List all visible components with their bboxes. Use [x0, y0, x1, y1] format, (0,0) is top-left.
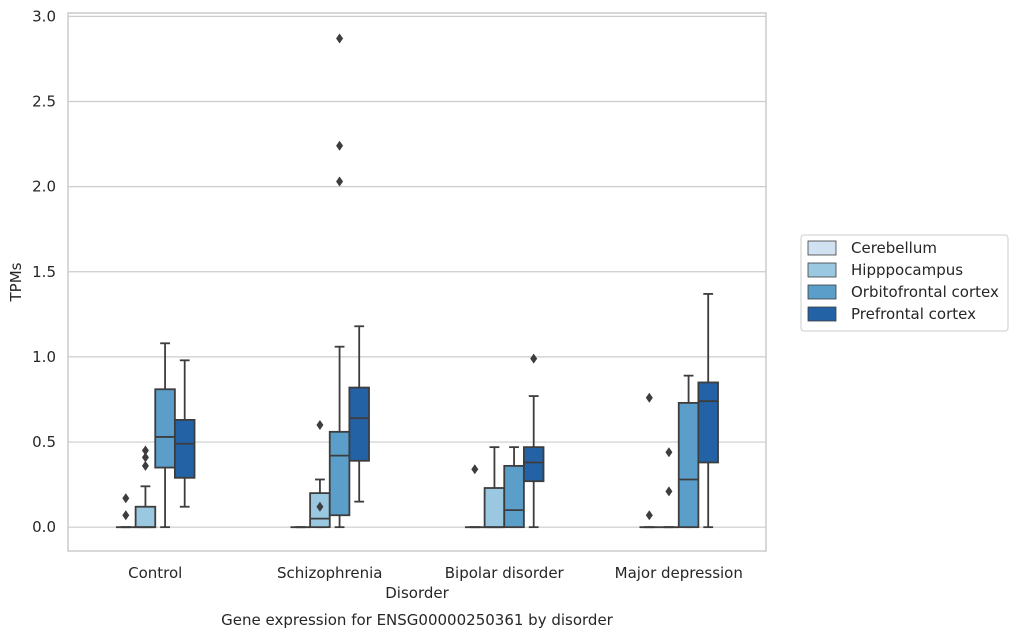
box-hipppocampus — [309, 420, 331, 529]
outlier-point — [336, 176, 344, 187]
box-cerebellum — [115, 493, 136, 529]
x-tick-label: Control — [128, 564, 182, 582]
y-axis-title: TPMs — [7, 262, 25, 302]
box-iqr — [348, 386, 370, 462]
legend-label: Orbitofrontal cortex — [851, 283, 999, 301]
box-orbitofrontal-cortex — [328, 33, 351, 529]
x-tick-label: Schizophrenia — [277, 564, 382, 582]
outlier-point — [141, 452, 149, 463]
legend-swatch — [807, 240, 837, 256]
box-cerebellum — [464, 464, 485, 529]
outlier-point — [471, 464, 479, 475]
box-hipppocampus — [659, 447, 679, 529]
box-prefrontal-cortex — [173, 359, 196, 508]
box-iqr — [154, 388, 176, 469]
legend-frame — [800, 234, 1009, 332]
legend-label: Cerebellum — [851, 239, 937, 257]
box-iqr — [503, 464, 525, 529]
box-iqr — [483, 487, 506, 529]
x-axis-ticks: Control Schizophrenia Bipolar disorder Majo… — [128, 564, 743, 582]
outlier-point — [645, 392, 653, 403]
legend-swatch — [807, 262, 837, 278]
chart-caption: Gene expression for ENSG00000250361 by d… — [221, 611, 614, 629]
legend-swatch — [807, 306, 837, 322]
outlier-point — [530, 353, 538, 364]
outlier-point — [336, 33, 344, 44]
legend-swatch — [807, 284, 837, 300]
box-iqr — [522, 446, 545, 483]
legend-label: Prefrontal cortex — [851, 305, 976, 323]
box-cerebellum — [639, 392, 660, 529]
outlier-point — [316, 501, 324, 512]
y-tick-label: 2.5 — [32, 93, 56, 111]
y-tick-label: 1.5 — [32, 263, 56, 281]
box-hipppocampus — [483, 446, 506, 529]
y-tick-label: 3.0 — [32, 7, 56, 25]
x-axis-title: Disorder — [385, 584, 449, 602]
box-iqr — [677, 401, 700, 529]
box-hipppocampus — [134, 445, 157, 529]
boxes — [115, 33, 719, 529]
box-prefrontal-cortex — [697, 293, 719, 529]
outlier-point — [122, 510, 130, 521]
box-orbitofrontal-cortex — [154, 342, 176, 529]
box-iqr — [697, 381, 719, 464]
box-iqr — [134, 505, 157, 529]
y-axis-ticks: 0.0 0.5 1.0 1.5 2.0 2.5 3.0 — [32, 7, 56, 536]
y-tick-label: 1.0 — [32, 348, 56, 366]
outlier-point — [316, 420, 324, 431]
box-orbitofrontal-cortex — [677, 374, 700, 529]
y-tick-label: 0.0 — [32, 518, 56, 536]
outlier-point — [141, 445, 149, 456]
outlier-point — [141, 460, 149, 471]
box-prefrontal-cortex — [348, 325, 370, 503]
y-tick-label: 2.0 — [32, 178, 56, 196]
box-prefrontal-cortex — [522, 353, 545, 529]
outlier-point — [122, 493, 130, 504]
legend: Cerebellum Hipppocampus Orbitofrontal cort… — [800, 234, 1009, 332]
box-iqr — [173, 419, 196, 479]
x-tick-label: Bipolar disorder — [445, 564, 565, 582]
outlier-point — [665, 486, 673, 497]
box-orbitofrontal-cortex — [503, 446, 525, 529]
outlier-point — [645, 510, 653, 521]
box-iqr — [328, 430, 351, 517]
outlier-point — [665, 447, 673, 458]
x-tick-label: Major depression — [615, 564, 743, 582]
outlier-point — [336, 140, 344, 151]
y-tick-label: 0.5 — [32, 433, 56, 451]
plot-frame — [67, 12, 767, 552]
legend-label: Hipppocampus — [851, 261, 963, 279]
